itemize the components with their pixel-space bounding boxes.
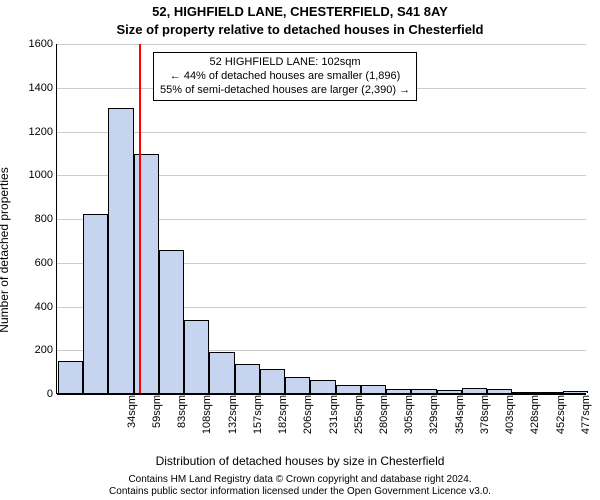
histogram-bar [538, 392, 563, 393]
x-tick-label: 378sqm [477, 393, 491, 451]
footer-line2: Contains public sector information licen… [0, 486, 600, 498]
y-tick-label: 200 [35, 344, 57, 356]
footer-attribution: Contains HM Land Registry data © Crown c… [0, 474, 600, 498]
x-tick-label: 280sqm [376, 393, 390, 451]
chart-title-line2: Size of property relative to detached ho… [0, 22, 600, 37]
x-tick-label: 329sqm [426, 393, 440, 451]
x-tick-label: 34sqm [124, 393, 138, 451]
x-tick-label: 255sqm [351, 393, 365, 451]
plot-area: 0200400600800100012001400160034sqm59sqm8… [56, 44, 586, 394]
histogram-bar [512, 392, 537, 393]
x-axis-label: Distribution of detached houses by size … [0, 454, 600, 468]
histogram-bar [260, 369, 285, 393]
histogram-bar [108, 108, 133, 393]
annotation-line: 52 HIGHFIELD LANE: 102sqm [160, 56, 410, 70]
histogram-bar [134, 154, 159, 393]
x-tick-label: 59sqm [149, 393, 163, 451]
annotation-box: 52 HIGHFIELD LANE: 102sqm← 44% of detach… [153, 52, 417, 101]
y-tick-label: 600 [35, 257, 57, 269]
annotation-line: ← 44% of detached houses are smaller (1,… [160, 70, 410, 84]
y-tick-label: 1000 [29, 169, 57, 181]
x-tick-label: 305sqm [401, 393, 415, 451]
histogram-bar [235, 364, 260, 393]
histogram-bar [159, 250, 184, 393]
x-tick-label: 452sqm [553, 393, 567, 451]
y-tick-label: 1600 [29, 38, 57, 50]
y-axis-label: Number of detached properties [0, 167, 11, 332]
histogram-bar [285, 377, 310, 393]
histogram-bar [58, 361, 83, 393]
x-tick-label: 206sqm [300, 393, 314, 451]
reference-line [139, 44, 141, 393]
histogram-bar [209, 352, 234, 393]
histogram-bar [411, 389, 436, 393]
x-tick-label: 83sqm [174, 393, 188, 451]
x-tick-label: 354sqm [452, 393, 466, 451]
histogram-bar [184, 320, 209, 393]
figure-container: 52, HIGHFIELD LANE, CHESTERFIELD, S41 8A… [0, 0, 600, 500]
chart-title-line1: 52, HIGHFIELD LANE, CHESTERFIELD, S41 8A… [0, 4, 600, 19]
x-tick-label: 403sqm [502, 393, 516, 451]
annotation-line: 55% of semi-detached houses are larger (… [160, 84, 410, 98]
histogram-bar [563, 391, 588, 393]
histogram-bar [310, 380, 335, 393]
x-tick-label: 108sqm [199, 393, 213, 451]
histogram-bar [462, 388, 487, 393]
x-tick-label: 132sqm [225, 393, 239, 451]
x-tick-label: 182sqm [275, 393, 289, 451]
grid-line [57, 44, 586, 45]
x-tick-label: 231sqm [326, 393, 340, 451]
histogram-bar [487, 389, 512, 393]
y-tick-label: 1200 [29, 126, 57, 138]
y-tick-label: 400 [35, 301, 57, 313]
histogram-bar [83, 214, 108, 393]
x-tick-label: 477sqm [578, 393, 592, 451]
x-tick-label: 428sqm [527, 393, 541, 451]
y-tick-label: 800 [35, 213, 57, 225]
histogram-bar [336, 385, 361, 393]
histogram-bar [437, 390, 462, 393]
footer-line1: Contains HM Land Registry data © Crown c… [0, 474, 600, 486]
y-tick-label: 1400 [29, 82, 57, 94]
histogram-bar [361, 385, 386, 393]
x-tick-label: 157sqm [250, 393, 264, 451]
grid-line [57, 132, 586, 133]
histogram-bar [386, 389, 411, 393]
y-tick-label: 0 [47, 388, 57, 400]
